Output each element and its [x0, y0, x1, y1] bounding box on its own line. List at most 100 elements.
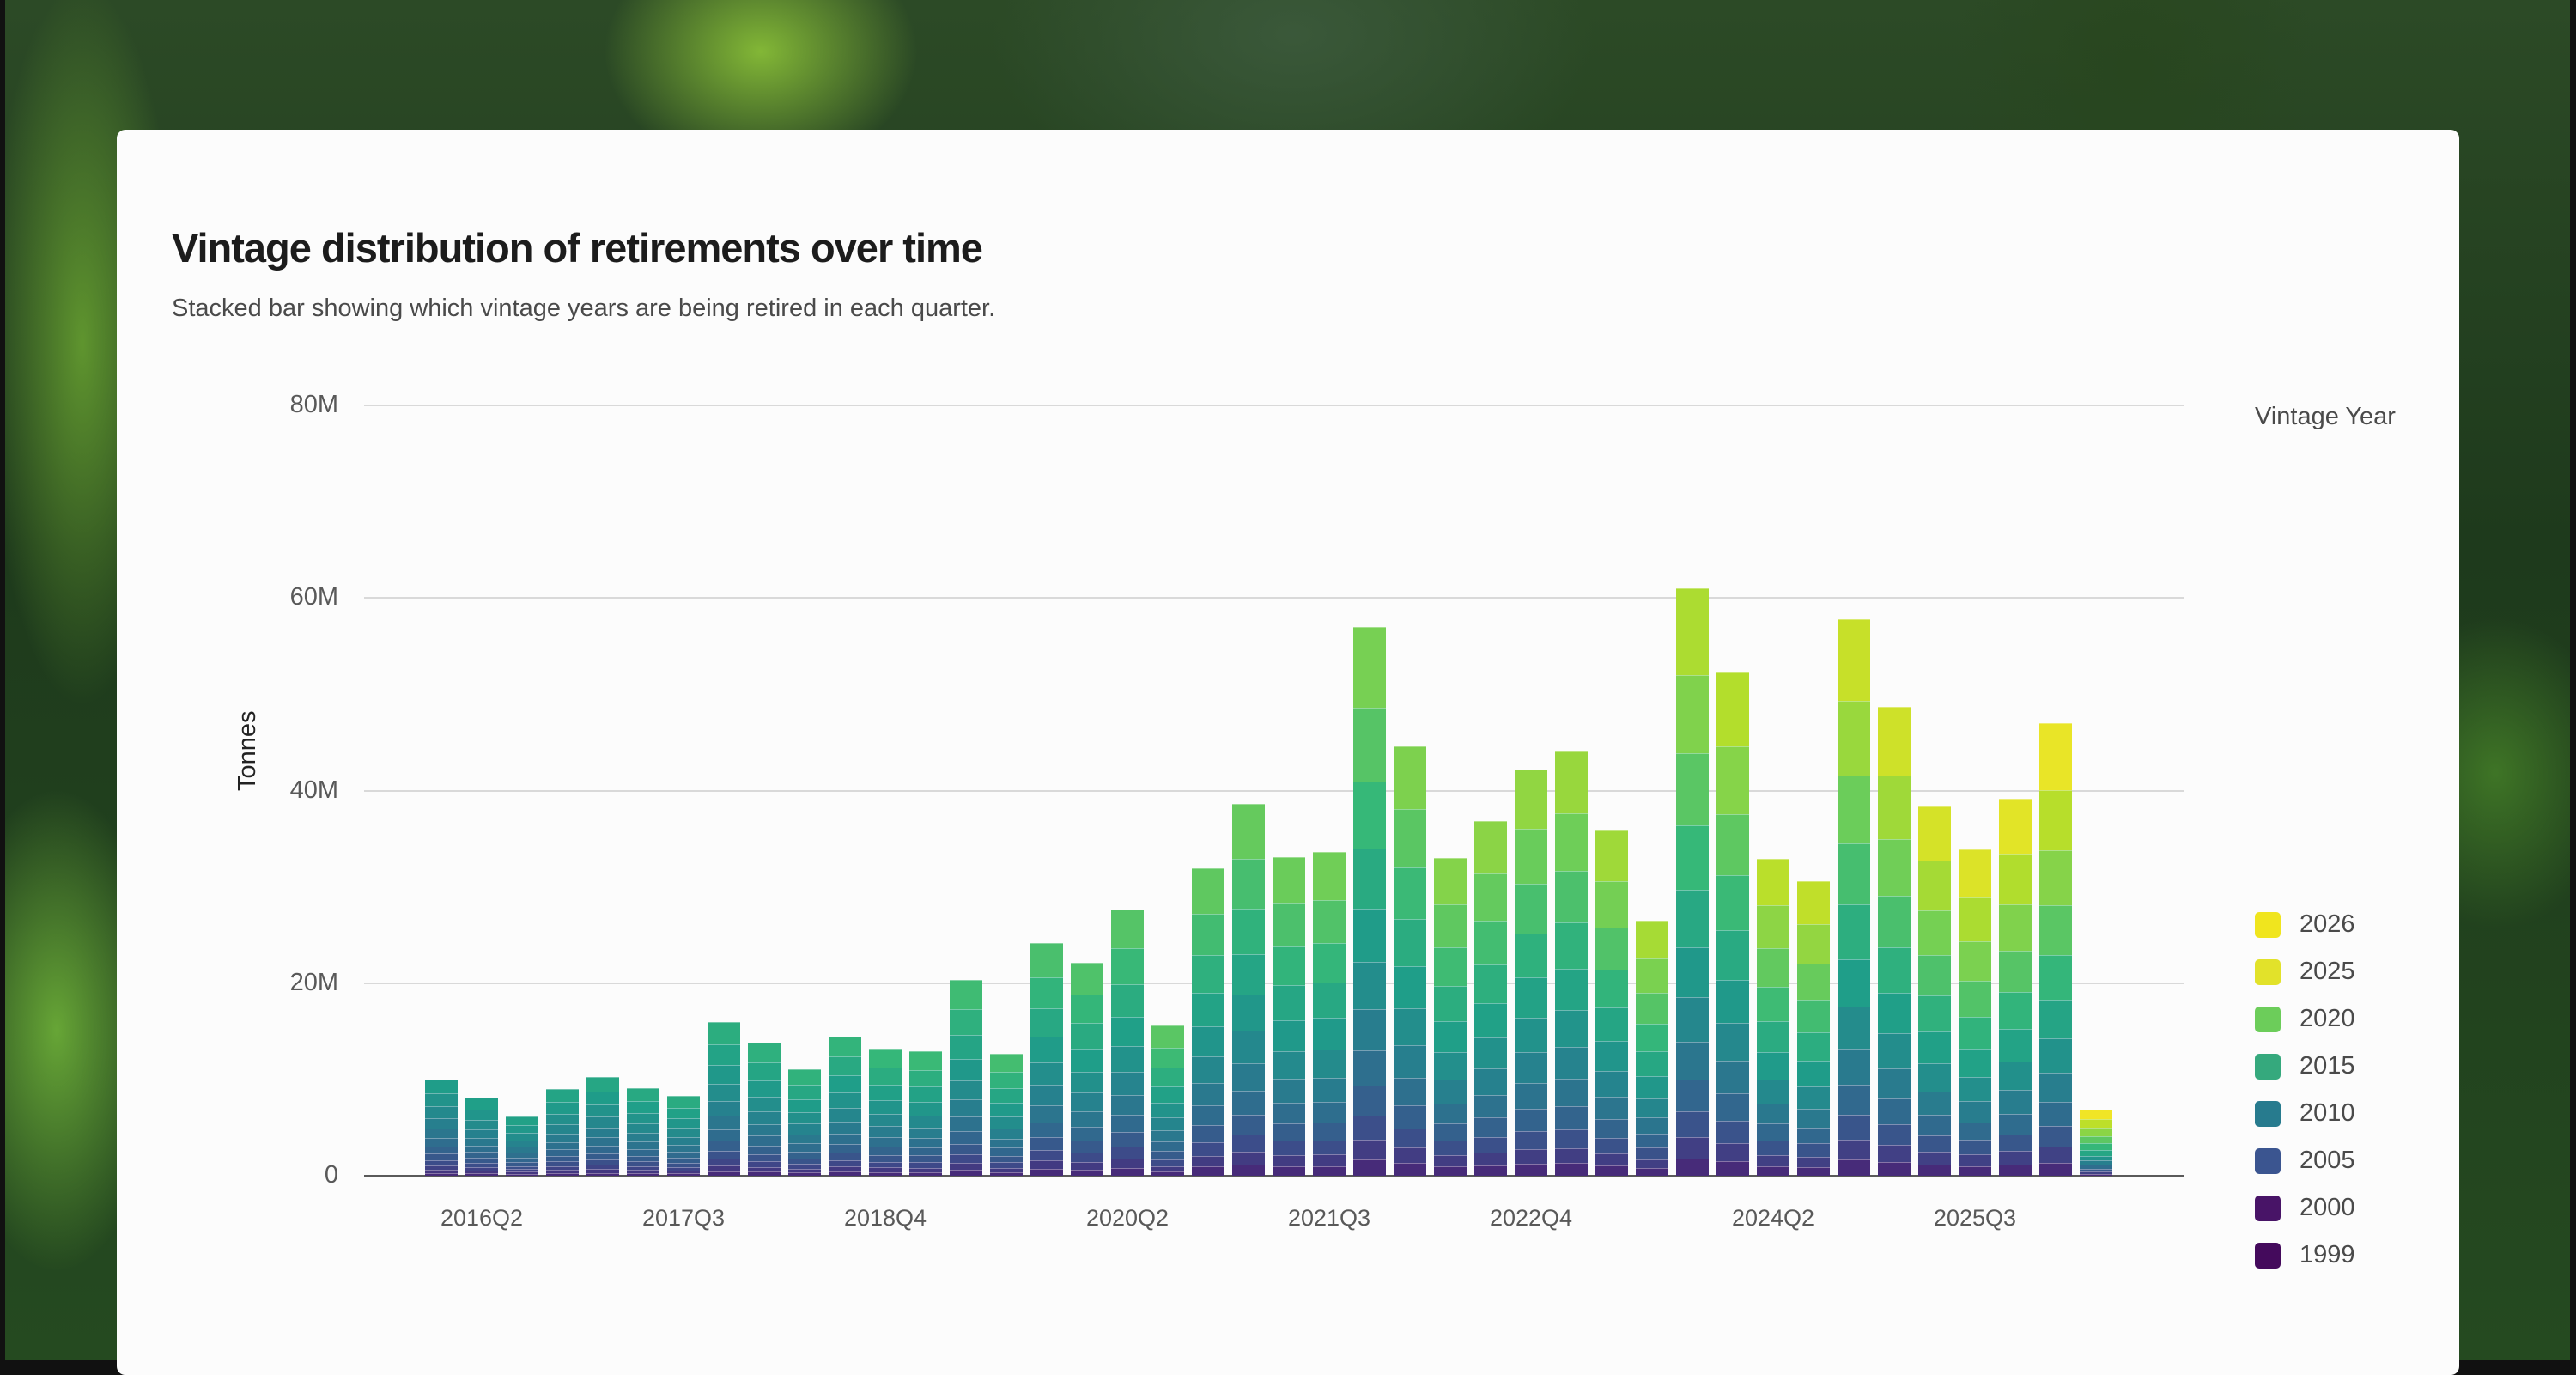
legend-item-1999[interactable]: 1999 [2255, 1232, 2355, 1279]
bar-segment [990, 1087, 1023, 1104]
bar-segment [1838, 958, 1870, 1007]
stacked-bar-2020Q1[interactable] [1071, 963, 1103, 1176]
stacked-bar-2019Q2[interactable] [950, 980, 982, 1176]
bar-segment [1353, 908, 1386, 963]
stacked-bar-2016Q4[interactable] [546, 1089, 579, 1176]
stacked-bar-2025Q4[interactable] [1999, 798, 2032, 1176]
stacked-bar-2021Q1[interactable] [1232, 804, 1265, 1176]
bar-segment [1313, 1101, 1346, 1123]
stacked-bar-2022Q3[interactable] [1474, 821, 1507, 1176]
bar-segment [506, 1124, 538, 1134]
stacked-bar-2019Q3[interactable] [990, 1053, 1023, 1176]
bar-segment [1999, 991, 2032, 1029]
stacked-bar-2023Q3[interactable] [1636, 920, 1668, 1176]
stacked-bar-2018Q4[interactable] [869, 1049, 902, 1176]
bar-segment [627, 1173, 659, 1176]
legend-item-2010[interactable]: 2010 [2255, 1090, 2355, 1137]
stacked-bar-2025Q1[interactable] [1878, 707, 1911, 1176]
bar-segment [1192, 1105, 1224, 1126]
bar-segment [1313, 1140, 1346, 1155]
bar-segment [1838, 1139, 1870, 1159]
stacked-bar-2017Q1[interactable] [586, 1076, 619, 1176]
stacked-bar-2019Q4[interactable] [1030, 942, 1063, 1176]
stacked-bar-2018Q2[interactable] [788, 1068, 821, 1176]
stacked-bar-2024Q4[interactable] [1838, 618, 1870, 1176]
bar-segment [788, 1158, 821, 1165]
bar-segment [1716, 813, 1749, 875]
bar-segment [1515, 1149, 1547, 1165]
stacked-bar-2023Q4[interactable] [1676, 588, 1709, 1176]
legend-item-2025[interactable]: 2025 [2255, 948, 2355, 995]
bar-segment [627, 1133, 659, 1142]
bar-segment [627, 1141, 659, 1150]
stacked-bar-2024Q3[interactable] [1797, 880, 1830, 1176]
bar-segment [2080, 1165, 2112, 1169]
bar-segment [1151, 1129, 1184, 1142]
bar-segment [2080, 1135, 2112, 1144]
stacked-bar-2016Q3[interactable] [506, 1116, 538, 1176]
bar-segment [2039, 850, 2072, 906]
stacked-bar-2021Q4[interactable] [1353, 626, 1386, 1176]
legend-item-2005[interactable]: 2005 [2255, 1137, 2355, 1184]
stacked-bar-2025Q3[interactable] [1959, 849, 1991, 1176]
stacked-bar-2024Q2[interactable] [1757, 859, 1789, 1176]
bar-segment [869, 1171, 902, 1176]
stacked-bar-2026Q2[interactable] [2080, 1109, 2112, 1176]
bar-segment [586, 1137, 619, 1146]
stacked-bar-2020Q3[interactable] [1151, 1025, 1184, 1176]
bar-segment [1474, 873, 1507, 922]
bar-segment [1434, 1141, 1467, 1155]
bar-segment [546, 1133, 579, 1142]
legend-item-2000[interactable]: 2000 [2255, 1184, 2355, 1232]
bar-segment [2039, 1101, 2072, 1127]
stacked-bar-2022Q1[interactable] [1394, 745, 1426, 1176]
stacked-bar-2021Q2[interactable] [1273, 856, 1305, 1176]
stacked-bar-2018Q1[interactable] [748, 1043, 781, 1176]
bar-segment [1111, 909, 1144, 949]
legend-item-2026[interactable]: 2026 [2255, 901, 2355, 948]
stacked-bar-2021Q3[interactable] [1313, 852, 1346, 1176]
bar-segment [1878, 838, 1911, 897]
bar-segment [1959, 1101, 1991, 1123]
stacked-bar-2023Q2[interactable] [1595, 830, 1628, 1176]
bar-segment [465, 1167, 498, 1171]
stacked-bar-2022Q4[interactable] [1515, 769, 1547, 1176]
bar-segment [1555, 922, 1588, 970]
bar-segment [627, 1101, 659, 1113]
bar-segment [1716, 930, 1749, 980]
stacked-bar-2024Q1[interactable] [1716, 672, 1749, 1176]
x-tick-label: 2024Q2 [1731, 1205, 1815, 1231]
bar-segment [1797, 880, 1830, 925]
stacked-bar-2020Q4[interactable] [1192, 868, 1224, 1176]
stacked-bar-2023Q1[interactable] [1555, 751, 1588, 1176]
stacked-bar-2022Q2[interactable] [1434, 858, 1467, 1176]
bar-segment [506, 1116, 538, 1125]
stacked-bar-2020Q2[interactable] [1111, 909, 1144, 1176]
y-tick-label: 60M [289, 583, 338, 611]
stacked-bar-2025Q2[interactable] [1918, 806, 1951, 1176]
bar-segment [1273, 985, 1305, 1021]
stacked-bar-2017Q4[interactable] [708, 1021, 740, 1176]
stacked-bar-2026Q1[interactable] [2039, 723, 2072, 1176]
bar-segment [869, 1154, 902, 1162]
bar-segment [950, 1008, 982, 1036]
bar-segment [1878, 896, 1911, 947]
legend-item-2015[interactable]: 2015 [2255, 1043, 2355, 1090]
bar-segment [1192, 992, 1224, 1026]
bar-segment [1999, 798, 2032, 855]
bar-segment [869, 1137, 902, 1147]
bar-segment [667, 1096, 700, 1108]
stacked-bar-2017Q3[interactable] [667, 1096, 700, 1176]
stacked-bar-2017Q2[interactable] [627, 1088, 659, 1176]
stacked-bar-2019Q1[interactable] [909, 1051, 942, 1176]
bar-segment [1959, 940, 1991, 982]
bar-segment [829, 1153, 861, 1161]
bar-segment [1030, 1160, 1063, 1170]
stacked-bar-2016Q1[interactable] [425, 1079, 458, 1176]
bar-segment [1353, 1115, 1386, 1141]
stacked-bar-2016Q2[interactable] [465, 1098, 498, 1176]
legend-item-2020[interactable]: 2020 [2255, 995, 2355, 1043]
stacked-bar-2018Q3[interactable] [829, 1036, 861, 1176]
bar-segment [546, 1170, 579, 1174]
chart-subtitle: Stacked bar showing which vintage years … [172, 295, 996, 322]
